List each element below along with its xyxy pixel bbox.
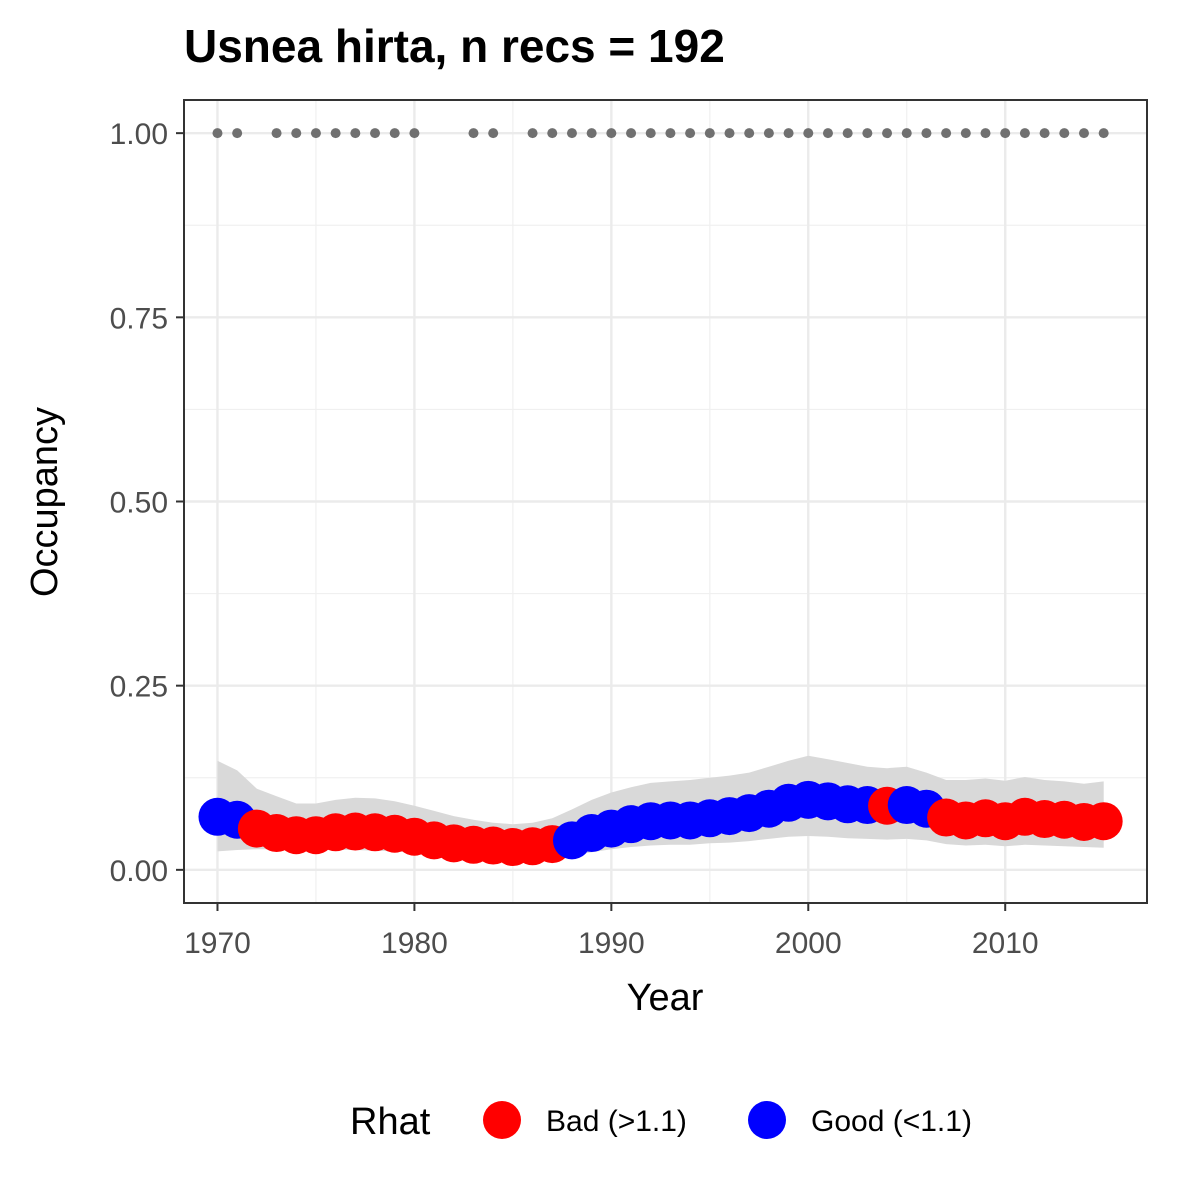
record-dot: [744, 128, 755, 139]
record-dot: [468, 128, 479, 139]
legend-key-bad: [483, 1101, 521, 1139]
legend: Rhat Bad (>1.1) Good (<1.1): [350, 1101, 972, 1143]
record-dot: [901, 128, 912, 139]
record-dot: [232, 128, 243, 139]
y-tick-label: 0.25: [110, 671, 168, 704]
chart-title: Usnea hirta, n recs = 192: [184, 20, 725, 72]
legend-title: Rhat: [350, 1101, 431, 1143]
record-dot: [1059, 128, 1070, 139]
record-dot: [645, 128, 656, 139]
record-dot: [310, 128, 321, 139]
x-tick-label: 1990: [578, 927, 645, 960]
record-dot: [1000, 128, 1011, 139]
record-dot: [1078, 128, 1089, 139]
record-dot: [527, 128, 538, 139]
y-tick-label: 0.00: [110, 855, 168, 888]
y-tick-label: 1.00: [110, 118, 168, 151]
occupancy-point: [1084, 802, 1123, 841]
record-dot: [882, 128, 893, 139]
record-dot: [862, 128, 873, 139]
record-dot: [665, 128, 676, 139]
record-dot: [547, 128, 558, 139]
x-axis: 1970 1980 1990 2000 2010: [184, 903, 1039, 960]
record-dot: [606, 128, 617, 139]
record-dot: [1039, 128, 1050, 139]
x-tick-label: 2010: [972, 927, 1039, 960]
record-dot: [370, 128, 381, 139]
record-dot: [271, 128, 282, 139]
x-tick-label: 1970: [184, 927, 251, 960]
record-dot: [566, 128, 577, 139]
record-dot: [488, 128, 499, 139]
record-dot: [212, 128, 223, 139]
record-dot: [409, 128, 420, 139]
record-dot: [941, 128, 952, 139]
y-tick-label: 0.75: [110, 302, 168, 335]
record-dot: [980, 128, 991, 139]
y-tick-label: 0.50: [110, 487, 168, 520]
record-dot: [685, 128, 696, 139]
record-dot: [1098, 128, 1109, 139]
legend-label-bad: Bad (>1.1): [546, 1105, 687, 1138]
x-axis-title: Year: [627, 977, 704, 1019]
major-gridlines: [184, 100, 1147, 903]
record-dot: [822, 128, 833, 139]
record-year-dots: [212, 128, 1109, 139]
occupancy-points: [198, 780, 1123, 867]
legend-key-good: [748, 1101, 786, 1139]
record-dot: [586, 128, 597, 139]
record-dot: [783, 128, 794, 139]
record-dot: [921, 128, 932, 139]
record-dot: [330, 128, 341, 139]
y-axis-title: Occupancy: [24, 407, 66, 597]
x-tick-label: 1980: [381, 927, 448, 960]
record-dot: [763, 128, 774, 139]
plot-area: [183, 99, 1148, 904]
record-dot: [626, 128, 637, 139]
record-dot: [389, 128, 400, 139]
legend-label-good: Good (<1.1): [811, 1105, 972, 1138]
x-tick-label: 2000: [775, 927, 842, 960]
record-dot: [960, 128, 971, 139]
record-dot: [724, 128, 735, 139]
record-dot: [803, 128, 814, 139]
record-dot: [1019, 128, 1030, 139]
record-dot: [291, 128, 302, 139]
record-dot: [350, 128, 361, 139]
record-dot: [842, 128, 853, 139]
record-dot: [704, 128, 715, 139]
y-axis: 0.00 0.25 0.50 0.75 1.00: [110, 118, 184, 888]
